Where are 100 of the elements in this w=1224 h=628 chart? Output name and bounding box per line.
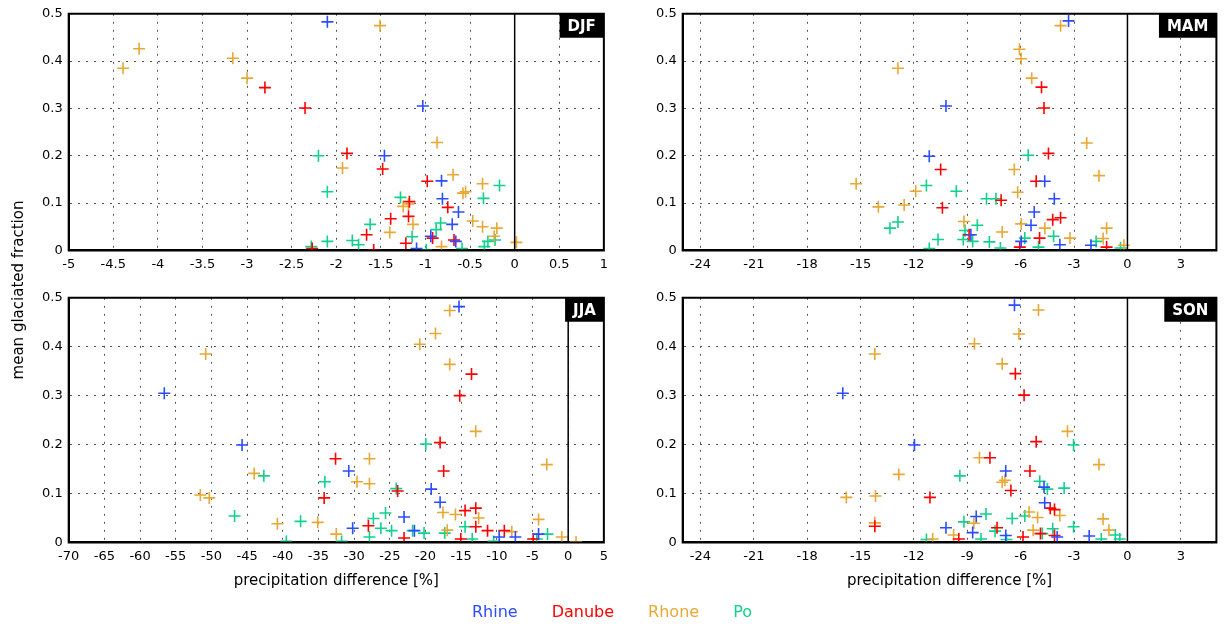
point xyxy=(1099,221,1114,235)
point xyxy=(378,506,393,520)
point xyxy=(193,488,208,502)
x-tick-label: -18 xyxy=(796,255,818,271)
x-tick-label: -3 xyxy=(1067,547,1081,563)
point xyxy=(442,303,457,318)
x-tick-label: -9 xyxy=(960,255,974,271)
point xyxy=(1024,71,1039,85)
point xyxy=(957,515,971,529)
point xyxy=(434,239,449,251)
point xyxy=(132,42,146,56)
point xyxy=(1102,523,1116,537)
point xyxy=(428,326,443,341)
point xyxy=(979,507,993,521)
point xyxy=(359,227,374,242)
point xyxy=(509,235,524,250)
y-tick-label: 0.3 xyxy=(41,387,63,403)
point xyxy=(531,512,546,527)
point xyxy=(995,357,1009,371)
point xyxy=(226,51,240,66)
x-tick-label: -3 xyxy=(1067,255,1081,271)
point xyxy=(476,191,491,206)
point xyxy=(949,184,964,199)
point xyxy=(967,336,982,351)
point xyxy=(373,18,387,33)
point xyxy=(1034,80,1049,94)
x-axis-title: precipitation difference [%] xyxy=(233,570,439,589)
point xyxy=(320,234,335,249)
point xyxy=(375,162,390,176)
x-tick-label: -25 xyxy=(379,547,401,563)
y-tick-label: 0 xyxy=(668,241,677,257)
point xyxy=(1082,529,1096,543)
x-tick-label: -12 xyxy=(903,255,925,271)
point xyxy=(839,490,854,505)
point xyxy=(933,162,948,177)
x-tick-label: -6 xyxy=(1014,547,1028,563)
y-tick-label: 0 xyxy=(54,533,63,549)
point xyxy=(922,149,937,164)
point xyxy=(362,451,377,466)
x-axis-title: precipitation difference [%] xyxy=(846,570,1053,589)
text: Rhone xyxy=(648,602,700,621)
point xyxy=(436,505,450,520)
x-tick-label: 1 xyxy=(599,255,609,271)
point xyxy=(157,386,172,400)
point xyxy=(1017,388,1031,402)
x-tick-label: -4.5 xyxy=(100,255,126,271)
point xyxy=(1094,532,1109,543)
point xyxy=(240,71,254,85)
point xyxy=(970,218,985,233)
point xyxy=(998,464,1013,478)
point xyxy=(464,367,479,381)
point xyxy=(953,469,967,483)
text: Danube xyxy=(551,602,615,621)
point xyxy=(329,527,344,541)
point xyxy=(1096,512,1110,526)
point xyxy=(969,509,984,524)
x-tick-label: -40 xyxy=(272,547,294,563)
y-tick-label: 0.5 xyxy=(41,5,63,21)
x-tick-label: 0 xyxy=(510,255,519,271)
point xyxy=(465,532,480,543)
x-tick-label: -10 xyxy=(486,547,508,563)
point xyxy=(477,239,492,251)
point xyxy=(401,209,416,224)
point xyxy=(1037,495,1052,510)
point xyxy=(1010,185,1025,199)
x-tick-label: -15 xyxy=(849,255,872,271)
point xyxy=(293,514,308,529)
x-tick-label: -4 xyxy=(151,255,165,271)
point xyxy=(405,229,419,244)
point xyxy=(433,435,447,450)
point xyxy=(892,467,906,482)
point xyxy=(1024,218,1038,233)
point xyxy=(1032,231,1047,245)
point xyxy=(298,101,312,115)
y-tick-label: 0.1 xyxy=(41,194,63,210)
point xyxy=(412,337,427,352)
point xyxy=(1012,327,1026,341)
point xyxy=(257,469,271,483)
point xyxy=(320,15,335,29)
point xyxy=(988,524,1002,538)
x-tick-label: 0 xyxy=(1123,255,1132,271)
y-tick-label: 0.4 xyxy=(655,338,677,354)
x-tick-label: -21 xyxy=(743,255,765,271)
point xyxy=(990,520,1004,535)
point xyxy=(1014,234,1029,249)
chart-title: SON xyxy=(1172,300,1209,319)
x-tick-label: 0.5 xyxy=(548,255,570,271)
point xyxy=(116,61,130,76)
point xyxy=(442,357,457,372)
point xyxy=(399,236,413,251)
point xyxy=(374,521,388,536)
point xyxy=(448,507,463,522)
x-tick-label: -18 xyxy=(796,547,818,563)
point xyxy=(1092,457,1106,472)
y-tick-label: 0.1 xyxy=(655,484,677,500)
point xyxy=(1037,101,1051,115)
point xyxy=(311,148,326,163)
point xyxy=(1079,136,1094,150)
point xyxy=(989,192,1003,206)
point xyxy=(965,234,980,249)
